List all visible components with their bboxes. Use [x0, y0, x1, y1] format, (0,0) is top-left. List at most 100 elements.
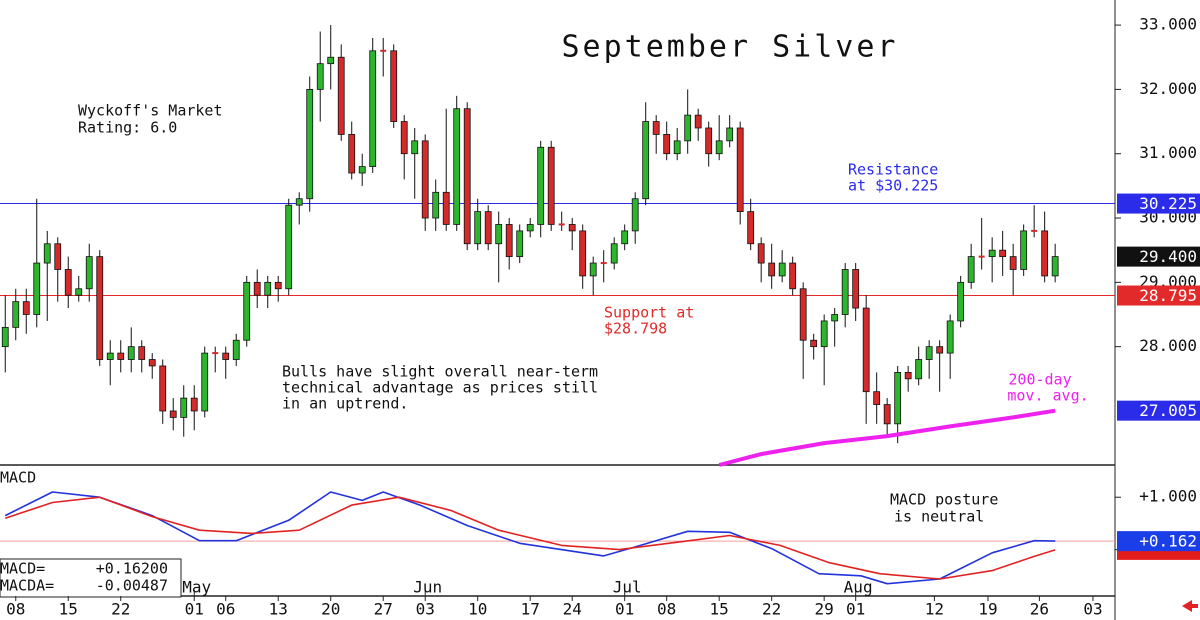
price-tag: [1117, 246, 1200, 267]
candle-body: [925, 346, 933, 360]
price-tag: [1117, 400, 1200, 421]
candle-body: [610, 243, 618, 264]
candle-body: [369, 50, 377, 167]
x-tick-label: 08: [657, 600, 676, 619]
price-tag-label: 28.795: [1139, 286, 1197, 305]
candle-body: [306, 88, 314, 200]
readout-label: MACD=: [0, 560, 45, 578]
x-tick-label: 22: [111, 600, 130, 619]
candle-body: [495, 224, 503, 245]
x-tick-label: 03: [1083, 600, 1102, 619]
comment-text: in an uptrend.: [282, 395, 408, 413]
y-tick-label: +1.000: [1139, 487, 1197, 506]
rating-text: Wyckoff's Market: [78, 102, 223, 120]
candle-body: [432, 191, 440, 219]
candle-body: [442, 191, 450, 225]
candle-body: [1051, 256, 1059, 277]
y-tick-label: 28.000: [1139, 336, 1197, 355]
candle-body: [684, 114, 692, 142]
candle-body: [117, 352, 125, 360]
candle-body: [537, 146, 545, 225]
candle-body: [474, 211, 482, 245]
candle-body: [600, 262, 607, 265]
candle-body: [705, 127, 713, 155]
comment-text: Bulls have slight overall near-term: [282, 363, 598, 381]
resistance-text: Resistance: [848, 161, 938, 179]
candle-body: [212, 352, 219, 355]
candle-body: [421, 140, 429, 219]
ma-text: 200-day: [1008, 371, 1071, 389]
x-tick-label: 15: [59, 600, 78, 619]
candle-body: [736, 127, 744, 212]
scroll-arrow[interactable]: [1182, 600, 1198, 612]
candle-body: [64, 269, 72, 296]
candle-body: [201, 352, 209, 412]
x-tick-label: 06: [216, 600, 235, 619]
x-tick-label: 01: [615, 600, 634, 619]
price-tag: [1117, 193, 1200, 214]
candle-body: [715, 140, 723, 155]
candle-body: [1041, 230, 1049, 277]
comment-text: technical advantage as prices still: [282, 379, 598, 397]
candle-body: [75, 288, 83, 296]
candle-body: [579, 230, 587, 277]
x-tick-label: 01: [185, 600, 204, 619]
candle-body: [589, 262, 597, 277]
price-tag-label: 30.225: [1139, 194, 1197, 213]
macd-line: [4, 496, 1056, 580]
readout-value: -0.00487: [96, 577, 168, 595]
macd-tag-label: +0.162: [1139, 532, 1197, 551]
candle-body: [673, 140, 681, 155]
candle-body: [96, 256, 104, 360]
month-label: Jul: [613, 578, 642, 597]
x-tick-label: 08: [6, 600, 25, 619]
candle-body: [22, 301, 30, 315]
x-tick-label: 13: [269, 600, 288, 619]
candle-body: [631, 198, 639, 232]
candle-body: [904, 371, 912, 380]
macd-posture: MACD posture: [890, 491, 998, 509]
candle-body: [43, 243, 51, 264]
support-text: Support at: [604, 304, 694, 322]
candle-body: [873, 391, 881, 405]
candle-body: [547, 146, 555, 225]
candle-body: [190, 397, 198, 412]
candle-body: [978, 255, 985, 258]
candle-body: [862, 307, 870, 393]
x-tick-label: 15: [710, 600, 729, 619]
candle-body: [453, 108, 461, 225]
candle-body: [400, 121, 408, 155]
price-tag: [1117, 285, 1200, 306]
month-label: Aug: [844, 578, 873, 597]
candle-body: [127, 346, 135, 360]
candle-body: [54, 243, 62, 270]
candle-body: [285, 204, 293, 290]
candle-body: [988, 249, 996, 258]
candle-body: [169, 410, 177, 418]
candle-body: [894, 371, 902, 425]
x-tick-label: 22: [762, 600, 781, 619]
x-tick-label: 19: [978, 600, 997, 619]
candle-body: [33, 262, 41, 315]
candle-body: [316, 63, 324, 90]
price-tag-label: 29.400: [1139, 247, 1197, 266]
candle-body: [852, 269, 860, 309]
candle-body: [726, 127, 734, 142]
candle-body: [463, 108, 471, 245]
readout-value: +0.16200: [96, 560, 168, 578]
x-tick-label: 20: [321, 600, 340, 619]
candle-body: [883, 404, 891, 425]
candle-body: [820, 320, 828, 348]
x-tick-label: 10: [468, 600, 487, 619]
candle-body: [243, 281, 251, 341]
x-tick-label: 29: [815, 600, 834, 619]
x-tick-label: 01: [846, 600, 865, 619]
support-text: $28.798: [604, 320, 667, 338]
x-tick-label: 24: [563, 600, 582, 619]
candle-body: [337, 56, 345, 135]
y-tick-label: 33.000: [1139, 15, 1197, 34]
candle-body: [148, 359, 156, 367]
candle-body: [222, 352, 230, 360]
candle-body: [1020, 230, 1028, 270]
